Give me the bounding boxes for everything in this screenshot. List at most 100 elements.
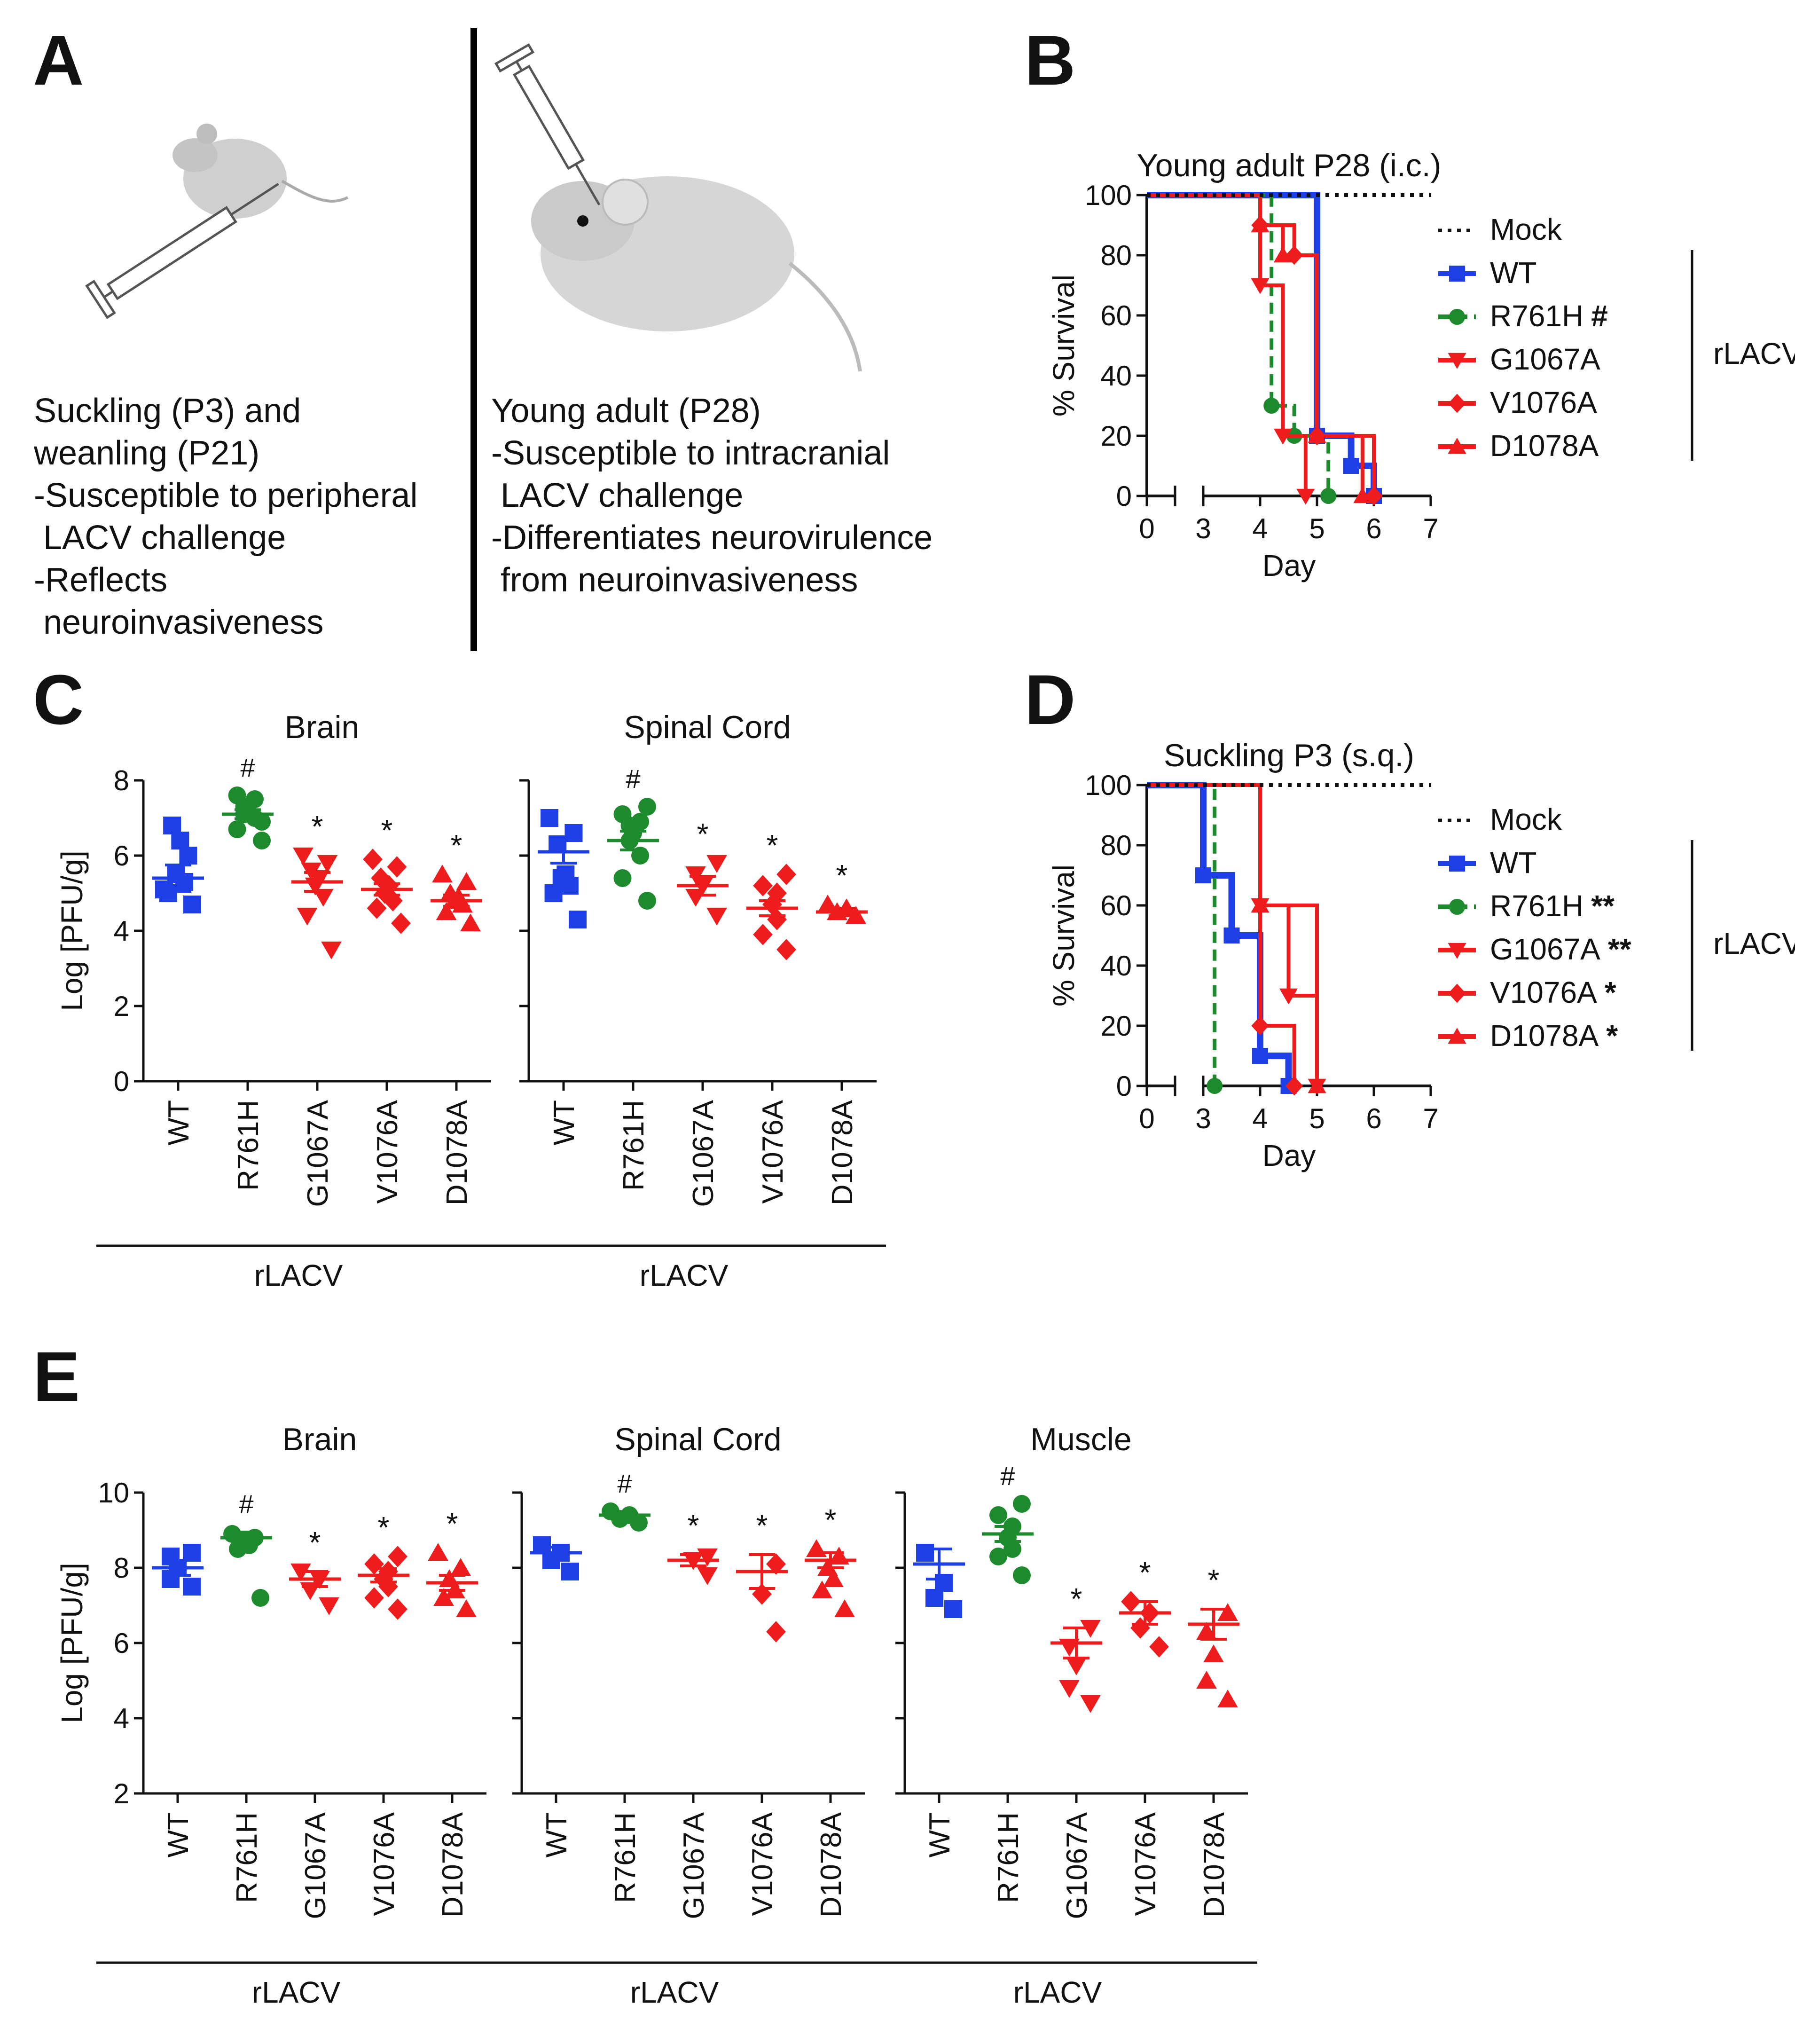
- data-point-D1078A: [823, 1569, 844, 1588]
- point-WT: [1195, 867, 1211, 883]
- legend-marker-V1076A: [1448, 983, 1466, 1003]
- data-point-R761H: [989, 1548, 1007, 1565]
- data-point-R761H: [228, 786, 246, 804]
- data-point-R761H: [613, 869, 632, 887]
- point-D1078A: [1308, 427, 1326, 443]
- significance-mark: #: [240, 753, 255, 782]
- data-point-WT: [569, 911, 587, 928]
- panel-b-label: B: [1025, 21, 1075, 100]
- data-point-D1078A: [817, 895, 838, 913]
- point-G1067A: [1273, 428, 1292, 445]
- data-point-R761H: [246, 790, 264, 808]
- x-tick-label: D1078A: [815, 1812, 847, 1918]
- point-WT: [1343, 458, 1359, 474]
- panel-e-label: E: [33, 1337, 80, 1416]
- point-R761H: [1207, 1078, 1223, 1094]
- legend-marker-G1067A: [1448, 943, 1466, 959]
- y-tick-label: 80: [1100, 240, 1132, 271]
- data-point-WT: [541, 809, 558, 827]
- data-point-G1067A: [321, 941, 342, 959]
- legend-label-D1078A: D1078A *: [1490, 1019, 1618, 1053]
- data-point-WT: [183, 896, 201, 913]
- data-point-WT: [179, 847, 197, 865]
- panel-a-label: A: [33, 21, 84, 100]
- x-tick-label: 4: [1252, 513, 1268, 544]
- x-tick-label: D1078A: [441, 1100, 473, 1205]
- y-tick-label: 0: [1116, 480, 1132, 512]
- survival-chart-b: Young adult P28 (i.c.) 0 20 40 60 80 100 0 3 4 5 6 7…: [1047, 148, 1795, 582]
- significance-mark: *: [1139, 1556, 1151, 1589]
- data-point-R761H: [613, 805, 632, 823]
- data-point-R761H: [638, 798, 656, 816]
- data-point-WT: [167, 865, 185, 883]
- legend-label-WT: WT: [1490, 846, 1537, 880]
- panel-a-right-line: from neuroinvasiveness: [491, 561, 858, 599]
- x-tick-label: R761H: [618, 1100, 650, 1191]
- x-tick-label: 3: [1195, 513, 1211, 544]
- data-point-G1067A: [297, 907, 318, 926]
- y-axis-label: Log [PFU/g]: [55, 850, 89, 1011]
- data-point-V1076A: [753, 875, 773, 896]
- panel-d-label: D: [1025, 660, 1075, 739]
- data-point-R761H: [228, 820, 246, 838]
- significance-mark: *: [697, 817, 709, 851]
- panel-a-left-line: LACV challenge: [34, 519, 286, 557]
- legend-marker-G1067A: [1448, 353, 1466, 369]
- data-point-V1076A: [776, 864, 796, 885]
- x-tick-label: V1076A: [746, 1812, 779, 1916]
- data-point-G1067A: [1080, 1695, 1101, 1713]
- data-point-D1078A: [436, 902, 457, 920]
- mouse-icon: [172, 124, 349, 219]
- data-point-D1078A: [428, 1543, 448, 1561]
- legend-marker-V1076A: [1448, 393, 1466, 413]
- point-WT: [1252, 1048, 1268, 1064]
- y-tick-label: 80: [1100, 830, 1132, 861]
- data-point-WT: [561, 1563, 579, 1580]
- data-point-V1076A: [367, 897, 387, 919]
- x-tick-label: G1067A: [678, 1812, 710, 1919]
- y-tick-label: 6: [114, 840, 129, 872]
- data-point-WT: [557, 865, 575, 883]
- x-tick-label: V1076A: [1129, 1812, 1162, 1916]
- data-point-D1078A: [1196, 1622, 1217, 1640]
- titer-chart-e: Log [PFU/g] Brain 2 4 6 8 10 WT R761H # G1067A * V10…: [55, 1422, 1257, 2009]
- significance-mark: #: [626, 764, 640, 794]
- point-V1076A: [1251, 1016, 1269, 1036]
- data-point-WT: [544, 884, 563, 902]
- data-point-D1078A: [456, 872, 477, 890]
- y-tick-label: 6: [114, 1627, 129, 1659]
- syringe-icon: [494, 43, 601, 206]
- x-tick-label: 5: [1309, 1103, 1325, 1134]
- y-tick-label: 100: [1085, 770, 1132, 801]
- legend-label-R761H: R761H **: [1490, 889, 1615, 923]
- data-point-R761H: [253, 832, 271, 849]
- data-point-G1067A: [290, 1563, 311, 1581]
- subplot-title: Brain: [282, 1422, 357, 1457]
- significance-mark: *: [1071, 1582, 1082, 1616]
- panel-a-right-line: Young adult (P28): [491, 392, 761, 430]
- data-point-G1067A: [706, 855, 727, 873]
- y-tick-label: 0: [1116, 1070, 1132, 1102]
- legend-marker-R761H: [1449, 309, 1465, 325]
- group-label: rLACV: [630, 1975, 719, 2009]
- significance-mark: *: [381, 813, 393, 847]
- significance-mark: *: [447, 1507, 458, 1541]
- data-point-G1067A: [697, 1567, 718, 1585]
- legend-sig-D1078A: *: [1606, 1019, 1618, 1053]
- x-tick-label: 0: [1139, 1103, 1154, 1134]
- x-tick-label: G1067A: [302, 1100, 334, 1207]
- legend-sig-V1076A: *: [1605, 975, 1616, 1009]
- data-point-G1067A: [1080, 1619, 1101, 1638]
- data-point-D1078A: [806, 1539, 827, 1557]
- data-point-G1067A: [293, 847, 314, 865]
- group-label: rLACV: [254, 1258, 343, 1292]
- x-tick-label: V1076A: [757, 1100, 789, 1203]
- panel-a-left-line: weanling (P21): [33, 434, 259, 472]
- x-axis-label: Day: [1262, 549, 1316, 582]
- significance-mark: *: [312, 810, 323, 843]
- data-point-V1076A: [1121, 1591, 1141, 1612]
- group-label: rLACV: [640, 1258, 729, 1292]
- panel-a-left-line: -Reflects: [34, 561, 167, 599]
- y-tick-label: 8: [114, 1552, 129, 1584]
- y-tick-label: 40: [1100, 950, 1132, 982]
